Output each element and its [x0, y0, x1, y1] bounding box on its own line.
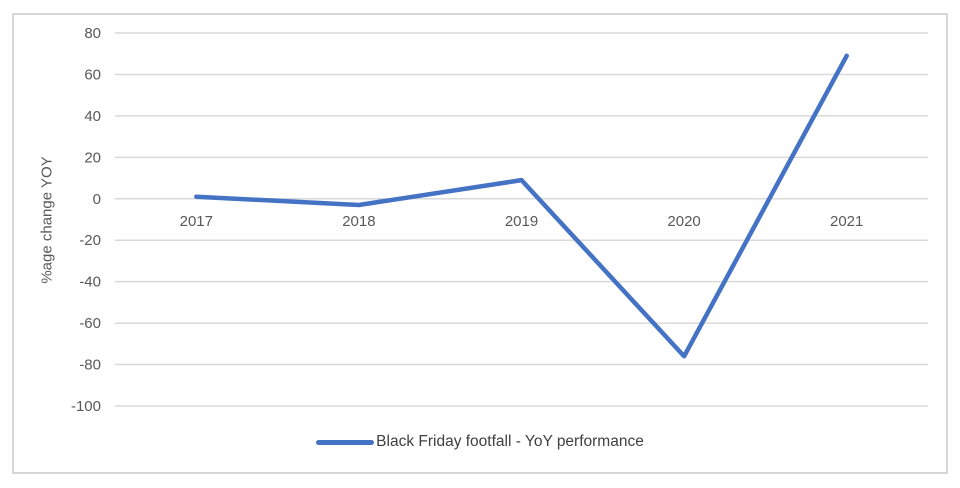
y-tick-label: 0	[93, 191, 101, 208]
x-axis-label: 2019	[505, 213, 538, 230]
y-tick-label: -40	[79, 274, 101, 291]
y-tick-label: -60	[79, 315, 101, 332]
y-tick-label: 20	[84, 149, 101, 166]
legend: Black Friday footfall - YoY performance	[0, 433, 960, 451]
y-axis-title: %age change YOY	[38, 156, 56, 284]
y-tick-label: 60	[84, 66, 101, 83]
x-axis-label: 2017	[180, 213, 213, 230]
y-tick-label: -100	[71, 398, 101, 415]
x-axis-label: 2020	[667, 213, 700, 230]
chart-frame	[12, 13, 948, 474]
legend-label: Black Friday footfall - YoY performance	[376, 433, 644, 450]
x-axis-label: 2018	[342, 213, 375, 230]
y-tick-label: -80	[79, 357, 101, 374]
y-tick-label: -20	[79, 232, 101, 249]
legend-line-marker	[316, 439, 375, 445]
data-line	[194, 53, 849, 359]
y-tick-label: 40	[84, 108, 101, 125]
y-tick-label: 80	[84, 25, 101, 42]
x-axis-label: 2021	[830, 213, 863, 230]
